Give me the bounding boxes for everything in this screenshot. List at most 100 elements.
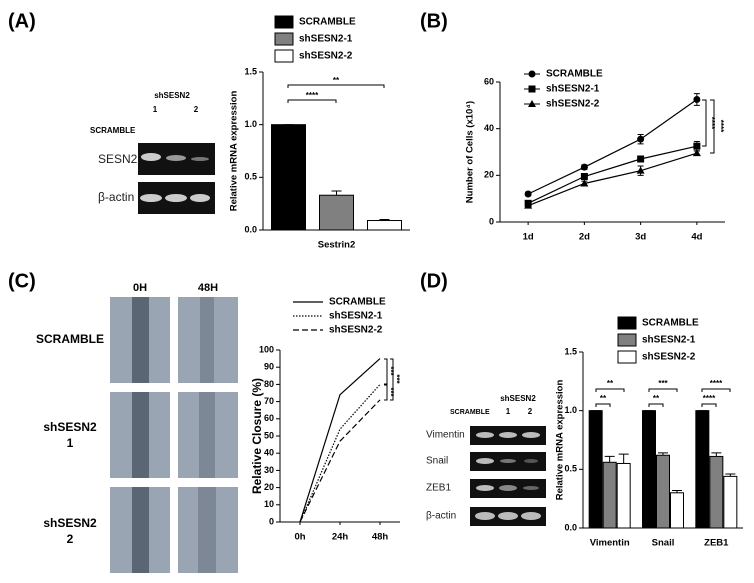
blot-row-label: SESN2 — [98, 152, 138, 166]
marker — [528, 70, 536, 78]
legend-swatch — [274, 32, 294, 46]
y-axis-label: Number of Cells (x10⁴) — [465, 101, 476, 203]
blot-row-label: ZEB1 — [426, 483, 451, 494]
error-bar — [618, 453, 629, 464]
y-tick-label: 1.5 — [564, 346, 577, 356]
y-tick-label: 1.0 — [564, 405, 577, 415]
y-axis-label: Relative mRNA expression — [555, 380, 566, 501]
blot-lane: 2 — [528, 407, 533, 416]
significance-bracket — [287, 84, 385, 88]
y-tick-label: 0.5 — [244, 172, 257, 182]
line — [299, 399, 381, 523]
significance-label: *** — [392, 374, 401, 384]
blot-header: SCRAMBLE — [90, 126, 136, 135]
significance-label: *** — [386, 387, 395, 397]
significance-bracket — [595, 403, 611, 407]
significance-bracket — [701, 388, 731, 392]
line — [299, 358, 381, 523]
legend-label: SCRAMBLE — [642, 318, 699, 329]
marker — [637, 135, 645, 143]
x-tick-label: 3d — [635, 232, 646, 243]
significance-label: ** — [653, 394, 660, 403]
error-bar — [711, 452, 722, 457]
marker — [636, 166, 645, 174]
significance-bracket — [287, 99, 337, 103]
y-tick-label: 0.5 — [564, 464, 577, 474]
blot-lane: 1 — [506, 407, 511, 416]
legend-swatch — [617, 350, 637, 364]
blot-lane: 2 — [194, 105, 199, 114]
significance-bracket — [648, 403, 664, 407]
significance-label: ** — [600, 394, 607, 403]
y-tick-label: 90 — [264, 362, 274, 372]
x-tick-label: Vimentin — [590, 538, 630, 549]
gels — [470, 426, 546, 526]
legend-label: shSESN2-1 — [642, 335, 696, 346]
significance-bracket — [648, 388, 678, 392]
legend-label: SCRAMBLE — [329, 297, 386, 308]
y-tick-label: 0 — [269, 516, 274, 526]
legend-label: shSESN2-1 — [299, 34, 353, 45]
y-tick-label: 0 — [489, 216, 494, 226]
blot-row-label: Vimentin — [426, 430, 465, 441]
bar — [709, 455, 724, 529]
y-tick-label: 100 — [259, 344, 274, 354]
marker — [637, 155, 645, 163]
marker — [524, 190, 532, 198]
x-tick-label: Snail — [652, 538, 675, 549]
y-tick-label: 60 — [484, 76, 494, 86]
blot-row-label: β-actin — [426, 511, 456, 522]
error-bar — [331, 190, 342, 196]
bar — [271, 124, 306, 231]
wound-row: SCRAMBLE — [36, 332, 104, 346]
significance-label: **** — [703, 394, 716, 403]
bar — [656, 454, 670, 529]
error-bar — [725, 473, 736, 477]
legend-swatch — [617, 316, 637, 330]
error-bar — [672, 489, 682, 493]
legend-swatch — [617, 333, 637, 347]
line — [527, 152, 698, 207]
legend-label: shSESN2-1 — [546, 84, 600, 95]
x-tick-label: 48h — [372, 532, 389, 543]
x-tick-label: 1d — [523, 232, 534, 243]
x-tick-label: Sestrin2 — [318, 240, 356, 251]
significance-bracket — [390, 358, 394, 401]
bar — [602, 461, 617, 529]
blot-row-label: Snail — [426, 456, 448, 467]
significance-label: ** — [333, 76, 340, 85]
wound-column: 0H — [133, 282, 147, 294]
blot-group: shSESN2 — [500, 394, 536, 403]
marker — [528, 100, 536, 107]
bar — [588, 410, 603, 529]
bar — [723, 475, 738, 529]
y-tick-label: 0.0 — [564, 522, 577, 532]
marker — [692, 149, 701, 157]
y-tick-label: 30 — [264, 465, 274, 475]
x-tick-label: 0h — [294, 532, 305, 543]
line — [527, 145, 698, 204]
y-tick-label: 60 — [264, 413, 274, 423]
legend-swatch — [274, 49, 294, 63]
panel-label: (B) — [420, 10, 448, 32]
legend-label: shSESN2-2 — [329, 325, 383, 336]
significance-label: **** — [716, 120, 725, 133]
marker — [580, 163, 588, 171]
marker — [693, 96, 701, 103]
marker — [693, 142, 701, 150]
y-tick-label: 1.5 — [244, 66, 257, 76]
error-bar — [658, 452, 668, 456]
wound-row: shSESN2 — [43, 420, 97, 434]
significance-bracket — [710, 99, 715, 154]
significance-label: **** — [710, 379, 723, 388]
wound-row: 1 — [67, 436, 74, 450]
significance-bracket — [595, 388, 625, 392]
significance-bracket — [384, 384, 388, 401]
y-tick-label: 0.0 — [244, 224, 257, 234]
y-axis-label: Relative mRNA expression — [229, 91, 240, 212]
bar — [642, 410, 656, 529]
error-bar — [379, 218, 390, 221]
wound-row: 2 — [67, 532, 74, 546]
y-tick-label: 40 — [264, 448, 274, 458]
